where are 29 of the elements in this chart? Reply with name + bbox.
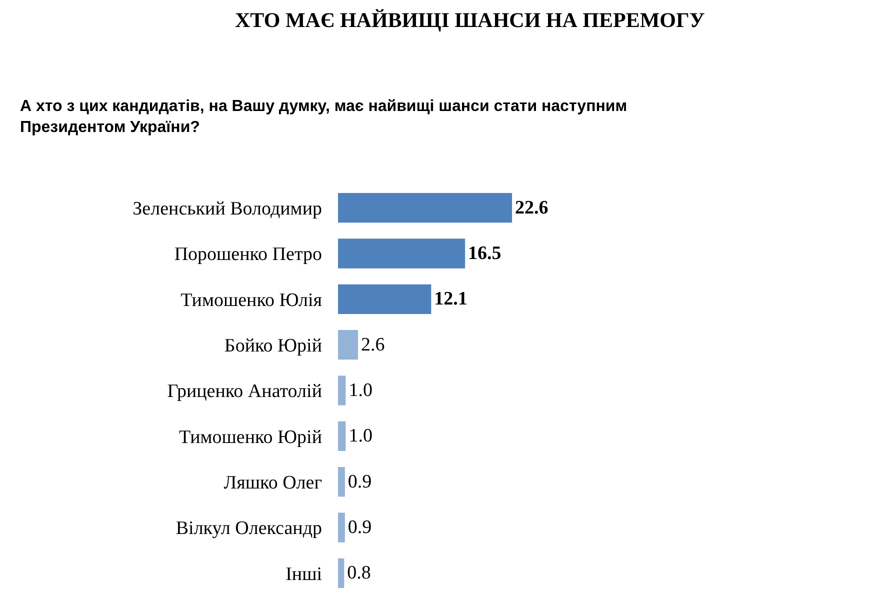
y-tick-label: Ляшко Олег	[224, 472, 322, 494]
data-label: 1.0	[348, 426, 372, 447]
bar	[338, 376, 346, 406]
bar	[338, 466, 345, 497]
bar	[338, 284, 432, 314]
chart-subtitle: А хто з цих кандидатів, на Вашу думку, має найвищі шанси стати наступним Президентом України?	[20, 98, 628, 136]
data-label: 22.6	[515, 197, 548, 218]
chart-title: ХТО МАЄ НАЙВИЩІ ШАНСИ НА ПЕРЕМОГУ	[235, 8, 705, 32]
data-label: 0.9	[348, 517, 372, 538]
data-label: 0.8	[347, 562, 371, 584]
y-tick-label: Порошенко Петро	[174, 244, 322, 266]
y-tick-label: Гриценко Анатолій	[167, 381, 322, 402]
y-tick-label: Тимошенко Юлія	[180, 290, 322, 311]
y-tick-label: Вілкул Олександр	[176, 518, 322, 540]
y-tick-label: Бойко Юрій	[224, 335, 322, 356]
data-label: 2.6	[361, 334, 385, 356]
y-tick-label: Інші	[286, 564, 322, 585]
data-label: 0.9	[348, 471, 372, 492]
bar	[338, 192, 512, 223]
y-tick-label: Тимошенко Юрій	[178, 426, 322, 448]
bar	[338, 421, 346, 452]
bar	[338, 238, 466, 268]
bar	[338, 558, 344, 588]
data-label: 16.5	[468, 243, 502, 264]
bar	[338, 330, 358, 360]
data-label: 12.1	[434, 288, 468, 310]
bar	[338, 512, 345, 542]
y-tick-label: Зеленський Володимир	[132, 198, 322, 220]
data-label: 1.0	[348, 380, 372, 401]
